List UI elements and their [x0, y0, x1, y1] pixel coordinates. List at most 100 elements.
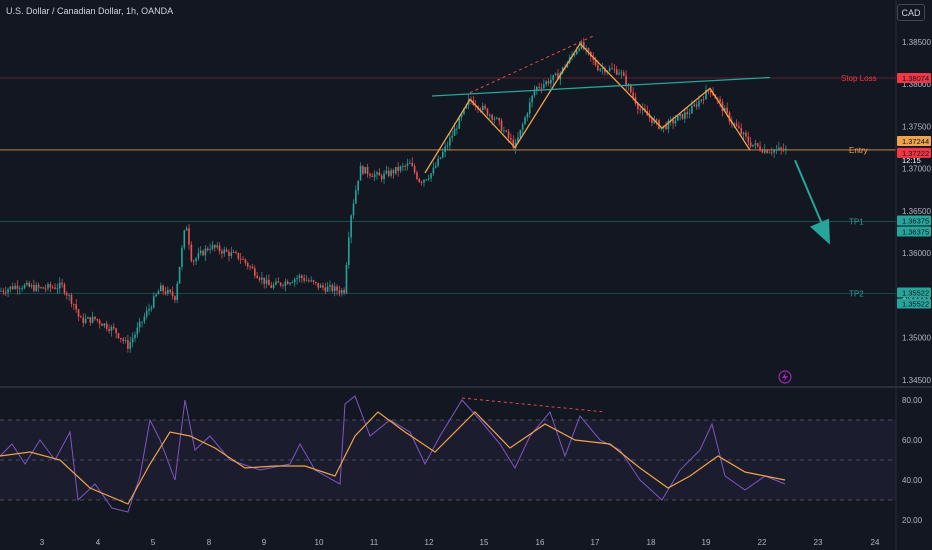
candle-body	[587, 48, 590, 52]
candle-body	[291, 282, 294, 284]
candle-body	[214, 245, 216, 248]
candle-body	[352, 203, 355, 216]
candle-body	[324, 287, 327, 292]
candle-body	[387, 170, 390, 176]
stop-loss-price-tag-bg	[897, 72, 931, 83]
candle-body	[686, 112, 688, 115]
candle-body	[296, 278, 298, 280]
candle-body	[740, 128, 743, 134]
candle-body	[275, 281, 277, 285]
candle-body	[780, 147, 782, 149]
candle-body	[695, 104, 698, 107]
candle-body	[223, 249, 226, 254]
tp2-price-tag: 1.35522	[902, 288, 929, 297]
candle-body	[486, 108, 489, 116]
candle-body	[371, 175, 374, 177]
rsi-line	[0, 395, 786, 513]
candle-body	[21, 288, 23, 289]
candle-body	[733, 123, 735, 125]
candle-body	[366, 167, 369, 174]
x-tick-label: 4	[96, 538, 101, 547]
candle-body	[463, 108, 465, 115]
candle-body	[225, 249, 228, 252]
candle-body	[547, 81, 550, 84]
candle-body	[763, 149, 766, 153]
candle-body	[434, 165, 437, 168]
candle-body	[298, 275, 301, 279]
candle-body	[148, 308, 150, 311]
candle-body	[89, 317, 92, 323]
x-tick-label: 17	[591, 538, 600, 547]
candle-body	[392, 170, 395, 174]
candle-body	[519, 129, 522, 138]
candle-body	[709, 90, 712, 93]
candle-body	[204, 248, 207, 256]
candle-body	[378, 172, 381, 176]
candle-body	[239, 258, 242, 260]
candle-body	[700, 99, 703, 101]
x-tick-label: 10	[315, 538, 324, 547]
y-tick-label: 1.38000	[902, 80, 931, 89]
rsi-tick-label: 60.00	[902, 436, 923, 445]
candle-body	[0, 290, 2, 292]
candle-body	[216, 245, 218, 248]
candle-body	[19, 288, 21, 290]
candle-body	[183, 230, 186, 248]
candle-body	[364, 167, 367, 174]
tp1-price-tag: 1.36375	[902, 216, 929, 225]
x-tick-label: 19	[702, 538, 711, 547]
candle-body	[538, 86, 540, 88]
x-tick-label: 15	[480, 538, 489, 547]
neckline	[431, 76, 771, 97]
candle-body	[460, 114, 463, 118]
candle-body	[655, 119, 658, 121]
candle-body	[268, 279, 270, 286]
candle-body	[773, 149, 775, 153]
candle-body	[423, 179, 425, 183]
candle-body	[190, 244, 193, 261]
candle-body	[761, 150, 764, 153]
candle-body	[136, 327, 139, 335]
candle-body	[637, 103, 639, 110]
candle-body	[771, 152, 773, 154]
candle-body	[66, 293, 68, 296]
candle-body	[143, 316, 146, 322]
candle-body	[641, 108, 644, 110]
y-tick-label: 1.35000	[902, 334, 931, 343]
candle-body	[585, 48, 587, 49]
candle-body	[54, 287, 56, 289]
candle-body	[150, 307, 153, 309]
candle-body	[632, 92, 634, 98]
rsi-tick-label: 40.00	[902, 476, 923, 485]
lightning-icon[interactable]	[778, 370, 792, 384]
candle-body	[611, 68, 613, 70]
candle-body	[648, 115, 651, 118]
currency-button[interactable]: CAD	[897, 4, 925, 21]
candle-body	[80, 316, 82, 318]
candle-body	[397, 167, 399, 171]
candle-body	[439, 157, 442, 159]
x-tick-label: 11	[370, 538, 379, 547]
rsi-tick-label: 20.00	[902, 516, 923, 525]
candle-body	[521, 124, 524, 130]
candle-body	[597, 65, 599, 71]
candle-body	[688, 113, 691, 115]
level-label: Stop Loss	[841, 74, 877, 83]
candle-body	[87, 317, 89, 319]
candle-body	[782, 148, 785, 151]
candle-body	[23, 284, 26, 289]
candle-body	[355, 190, 357, 204]
candle-body	[427, 178, 430, 180]
candle-body	[333, 286, 336, 292]
candle-body	[251, 266, 254, 269]
candle-body	[653, 119, 656, 123]
candle-body	[256, 275, 258, 279]
candle-body	[749, 142, 752, 147]
candle-body	[484, 105, 486, 109]
candle-body	[531, 95, 533, 103]
candle-body	[129, 342, 132, 349]
candle-body	[698, 100, 700, 107]
candle-body	[11, 286, 14, 289]
symbol-title[interactable]: U.S. Dollar / Canadian Dollar, 1h, OANDA	[6, 6, 174, 16]
